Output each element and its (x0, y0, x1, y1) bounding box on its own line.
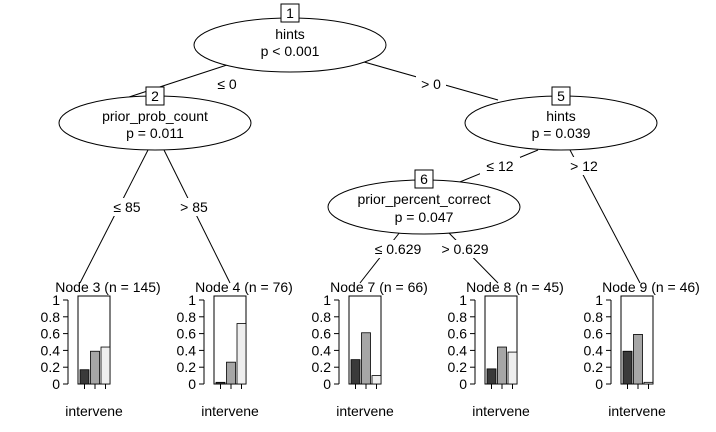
y-tick-label: 0 (595, 376, 603, 392)
terminal-title: Node 8 (n = 45) (466, 279, 564, 295)
node-2: 2 prior_prob_count p = 0.011 (58, 86, 252, 151)
y-tick-label: 0.2 (177, 359, 197, 375)
y-tick-label: 0.2 (312, 359, 332, 375)
y-tick-label: 0.8 (448, 309, 468, 325)
bar (622, 350, 633, 385)
edge-label-1-2: ≤ 0 (212, 75, 242, 93)
edge-1-2 (119, 63, 231, 101)
y-tick-label: 1 (595, 292, 603, 308)
svg-text:> 85: > 85 (180, 199, 208, 215)
y-tick-label: 0 (459, 376, 467, 392)
bar (371, 375, 382, 385)
bar (236, 323, 247, 385)
y-tick-label: 1 (323, 292, 331, 308)
edge-label-2-3: ≤ 85 (110, 198, 146, 216)
terminal-node-4: Node 8 (n = 45) 00.20.40.60.81 intervene (448, 279, 564, 419)
node-5: 5 hints p = 0.039 (464, 86, 658, 151)
y-tick-label: 0.6 (448, 326, 468, 342)
terminal-title: Node 4 (n = 76) (195, 279, 293, 295)
bar (486, 368, 497, 385)
node-6-id: 6 (420, 171, 428, 187)
y-tick-label: 0 (323, 376, 331, 392)
y-tick-label: 0.8 (41, 309, 61, 325)
y-tick-label: 0.6 (584, 326, 604, 342)
edge-2-3 (79, 149, 149, 284)
terminal-node-5: Node 9 (n = 46) 00.20.40.60.81 intervene (584, 279, 700, 419)
node-1-id: 1 (286, 5, 294, 21)
bar (350, 359, 361, 385)
node-2-id: 2 (151, 88, 159, 104)
node-6-variable: prior_percent_correct (357, 191, 490, 207)
edge-label-6-7: ≤ 0.629 (368, 240, 428, 258)
bar (507, 351, 518, 385)
terminal-node-3: Node 7 (n = 66) 00.20.40.60.81 intervene (312, 279, 428, 419)
y-tick-label: 0.4 (312, 342, 332, 358)
y-tick-label: 0.2 (448, 359, 468, 375)
y-tick-label: 1 (52, 292, 60, 308)
y-tick-label: 0.2 (41, 359, 61, 375)
y-tick-label: 0.8 (312, 309, 332, 325)
edge-label-2-4: > 85 (176, 198, 212, 216)
edge-label-6-8: > 0.629 (436, 240, 496, 258)
bar (226, 361, 236, 385)
terminal-node-2: Node 4 (n = 76) 00.20.40.60.81 intervene (177, 279, 293, 419)
x-axis-label: intervene (336, 403, 394, 419)
bar (633, 334, 643, 385)
node-5-pvalue: p = 0.039 (532, 125, 591, 141)
terminal-title: Node 3 (n = 145) (55, 279, 160, 295)
y-tick-label: 0.6 (177, 326, 197, 342)
svg-text:≤ 0: ≤ 0 (217, 76, 237, 92)
edge-2-4 (163, 149, 231, 284)
terminal-title: Node 9 (n = 46) (602, 279, 700, 295)
edge-label-5-6: ≤ 12 (480, 157, 520, 175)
node-1-variable: hints (275, 26, 305, 42)
y-tick-label: 0 (52, 376, 60, 392)
bar (497, 346, 507, 385)
node-1-pvalue: p < 0.001 (261, 43, 320, 59)
svg-text:> 12: > 12 (570, 158, 598, 174)
node-5-id: 5 (557, 88, 565, 104)
y-tick-label: 0.2 (584, 359, 604, 375)
y-tick-label: 0.6 (312, 326, 332, 342)
bar (215, 381, 226, 385)
y-tick-label: 0 (188, 376, 196, 392)
svg-text:≤ 12: ≤ 12 (486, 158, 513, 174)
bar (361, 332, 371, 385)
y-tick-label: 0.4 (448, 342, 468, 358)
node-6: 6 prior_percent_correct p = 0.047 (327, 169, 521, 235)
y-tick-label: 0.4 (177, 342, 197, 358)
svg-text:≤ 85: ≤ 85 (113, 199, 140, 215)
node-6-pvalue: p = 0.047 (395, 209, 454, 225)
edge-label-5-9: > 12 (566, 157, 602, 175)
y-tick-label: 0.6 (41, 326, 61, 342)
svg-text:> 0.629: > 0.629 (441, 241, 488, 257)
y-tick-label: 1 (459, 292, 467, 308)
bar (79, 369, 90, 385)
bar (643, 381, 654, 385)
edge-label-1-5: > 0 (416, 75, 446, 93)
x-axis-label: intervene (201, 403, 259, 419)
bar (90, 350, 100, 385)
x-axis-label: intervene (472, 403, 530, 419)
terminal-node-1: Node 3 (n = 145) 00.20.40.60.81 intervene (41, 279, 161, 419)
y-tick-label: 0.4 (584, 342, 604, 358)
bar (100, 346, 111, 385)
y-tick-label: 0.8 (177, 309, 197, 325)
svg-text:≤ 0.629: ≤ 0.629 (375, 241, 422, 257)
node-2-variable: prior_prob_count (102, 108, 208, 124)
x-axis-label: intervene (65, 403, 123, 419)
node-2-pvalue: p = 0.011 (126, 125, 184, 141)
terminal-title: Node 7 (n = 66) (330, 279, 428, 295)
svg-text:> 0: > 0 (421, 76, 441, 92)
y-tick-label: 0.4 (41, 342, 61, 358)
node-5-variable: hints (546, 108, 576, 124)
terminal-nodes: Node 3 (n = 145)00.20.40.60.81interveneN… (41, 279, 700, 419)
x-axis-label: intervene (608, 403, 666, 419)
y-tick-label: 0.8 (584, 309, 604, 325)
y-tick-label: 1 (188, 292, 196, 308)
node-1: 1 hints p < 0.001 (193, 3, 387, 73)
